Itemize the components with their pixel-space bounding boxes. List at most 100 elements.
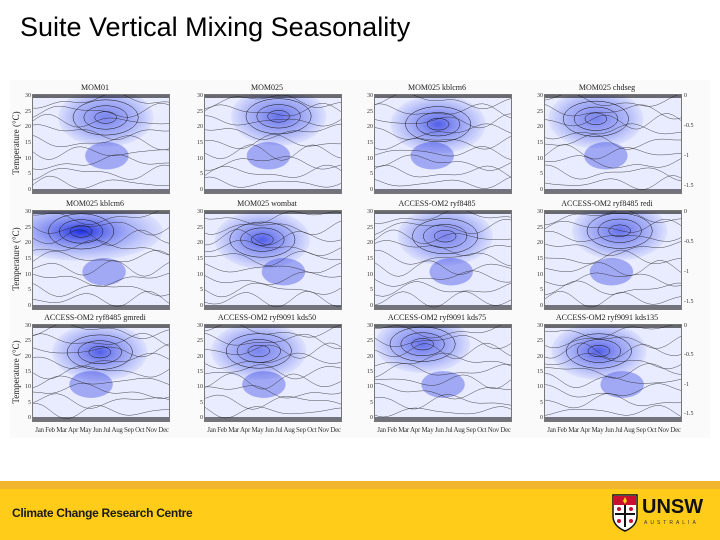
y-tick-label: 0: [200, 303, 203, 309]
y-tick-label: 5: [28, 399, 31, 406]
y-tick-label: 5: [200, 399, 203, 406]
colorbar-tick-label: -1.5: [684, 411, 694, 417]
colorbar-tick-label: -0.5: [684, 123, 694, 129]
contour-field: [375, 325, 511, 421]
month-axis-labels: Jan Feb Mar Apr May Jun Jul Aug Sep Oct …: [547, 426, 681, 434]
y-tick-label: 30: [537, 93, 543, 99]
y-tick-label: 30: [367, 323, 373, 329]
unsw-logo-subtext: AUSTRALIA: [644, 520, 699, 526]
mixing-figure: Temperature (°C) MOM01 30 25 20 15 10 5 0 MOM025 3…: [10, 80, 710, 438]
panel-title: MOM01: [80, 83, 109, 92]
contour-plot: [204, 210, 342, 310]
y-tick-label: 15: [197, 140, 203, 146]
y-tick-label: 10: [197, 384, 203, 391]
contour-plot: [32, 324, 170, 422]
y-tick-label: 25: [197, 224, 203, 231]
unsw-crest-icon: [612, 494, 638, 532]
y-tick-label: 30: [367, 209, 373, 215]
y-tick-labels: 30 25 20 15 10 5 0: [534, 93, 544, 193]
y-tick-label: 10: [197, 155, 203, 162]
y-tick-label: 0: [28, 187, 31, 193]
y-tick-label: 10: [367, 271, 373, 278]
y-tick-label: 15: [197, 369, 203, 375]
y-tick-label: 15: [197, 256, 203, 262]
y-tick-labels: 30 25 20 15 10 5 0: [22, 323, 32, 421]
y-tick-labels: 30 25 20 15 10 5 0: [22, 93, 32, 193]
contour-field: [375, 95, 511, 193]
y-tick-label: 25: [25, 224, 31, 231]
panel-title: MOM025 chdseg: [578, 83, 636, 92]
y-tick-label: 5: [200, 287, 203, 294]
y-tick-label: 0: [540, 187, 543, 193]
y-tick-label: 20: [537, 353, 543, 360]
y-tick-label: 25: [537, 224, 543, 231]
y-tick-label: 30: [537, 323, 543, 329]
contour-field: [205, 211, 341, 309]
colorbar-ticks: 0 -0.5 -1 -1.5: [684, 323, 702, 420]
y-tick-label: 10: [537, 271, 543, 278]
y-tick-labels: 30 25 20 15 10 5 0: [364, 93, 374, 193]
contour-plot: [374, 210, 512, 310]
colorbar-tick-label: 0: [684, 93, 687, 99]
contour-field: [33, 95, 169, 193]
y-tick-labels: 30 25 20 15 10 5 0: [534, 209, 544, 309]
y-tick-label: 25: [197, 108, 203, 115]
y-tick-label: 20: [197, 124, 203, 131]
y-tick-label: 0: [28, 415, 31, 421]
y-tick-label: 0: [28, 303, 31, 309]
y-tick-label: 25: [537, 338, 543, 345]
y-tick-label: 25: [537, 108, 543, 115]
contour-field: [545, 211, 681, 309]
y-tick-label: 20: [25, 240, 31, 247]
contour-plot: [204, 324, 342, 422]
panel-title: ACCESS-OM2 ryf9091 kds135: [555, 313, 659, 322]
contour-field: [375, 211, 511, 309]
panel-r2-c3: ACCESS-OM2 ryf8485 30 25 20 15 10 5 0: [364, 198, 532, 310]
y-tick-label: 25: [197, 338, 203, 345]
colorbar-tick-label: 0: [684, 323, 687, 329]
panel-r2-c1: MOM025 kblcm6 30 25 20 15 10 5 0: [22, 198, 190, 310]
y-tick-label: 20: [197, 240, 203, 247]
y-tick-label: 10: [197, 271, 203, 278]
y-tick-label: 20: [197, 353, 203, 360]
colorbar-tick-label: 0: [684, 209, 687, 215]
y-tick-label: 0: [200, 187, 203, 193]
panel-title: ACCESS-OM2 ryf8485 gmredi: [44, 313, 146, 322]
y-tick-label: 15: [367, 140, 373, 146]
y-tick-labels: 30 25 20 15 10 5 0: [22, 209, 32, 309]
row-2-ylabel: Temperature (°C): [11, 227, 21, 291]
y-tick-label: 5: [540, 287, 543, 294]
y-tick-label: 0: [200, 415, 203, 421]
y-tick-label: 5: [370, 171, 373, 178]
y-tick-label: 30: [367, 93, 373, 99]
y-tick-label: 0: [540, 415, 543, 421]
colorbar-tick-label: -1.5: [684, 183, 694, 189]
contour-plot: [374, 324, 512, 422]
y-tick-label: 0: [370, 415, 373, 421]
y-tick-label: 25: [25, 338, 31, 345]
unsw-logo-text: UNSW: [642, 496, 704, 518]
month-axis-labels: Jan Feb Mar Apr May Jun Jul Aug Sep Oct …: [35, 426, 169, 434]
panel-r2-c2: MOM025 wombat 30 25 20 15 10 5 0: [194, 198, 362, 310]
y-tick-label: 0: [370, 303, 373, 309]
contour-field: [33, 325, 169, 421]
y-tick-labels: 30 25 20 15 10 5 0: [364, 323, 374, 421]
footer-org-name: Climate Change Research Centre: [12, 506, 193, 520]
panel-r3-c3: ACCESS-OM2 ryf9091 kds75 30 25 20 15 10 5 0: [364, 312, 532, 422]
y-tick-labels: 30 25 20 15 10 5 0: [194, 323, 204, 421]
contour-plot: [544, 94, 682, 194]
contour-field: [33, 211, 169, 309]
contour-plot: [374, 94, 512, 194]
row-3-ylabel: Temperature (°C): [11, 340, 21, 404]
unsw-logo[interactable]: UNSW AUSTRALIA: [612, 494, 716, 534]
y-tick-label: 30: [537, 209, 543, 215]
slide-title: Suite Vertical Mixing Seasonality: [20, 12, 411, 42]
y-tick-label: 20: [25, 353, 31, 360]
y-tick-label: 10: [537, 384, 543, 391]
y-tick-label: 30: [25, 323, 31, 329]
y-tick-label: 5: [28, 171, 31, 178]
y-tick-label: 15: [25, 369, 31, 375]
y-tick-label: 30: [25, 209, 31, 215]
y-tick-label: 15: [537, 140, 543, 146]
y-tick-label: 0: [540, 303, 543, 309]
